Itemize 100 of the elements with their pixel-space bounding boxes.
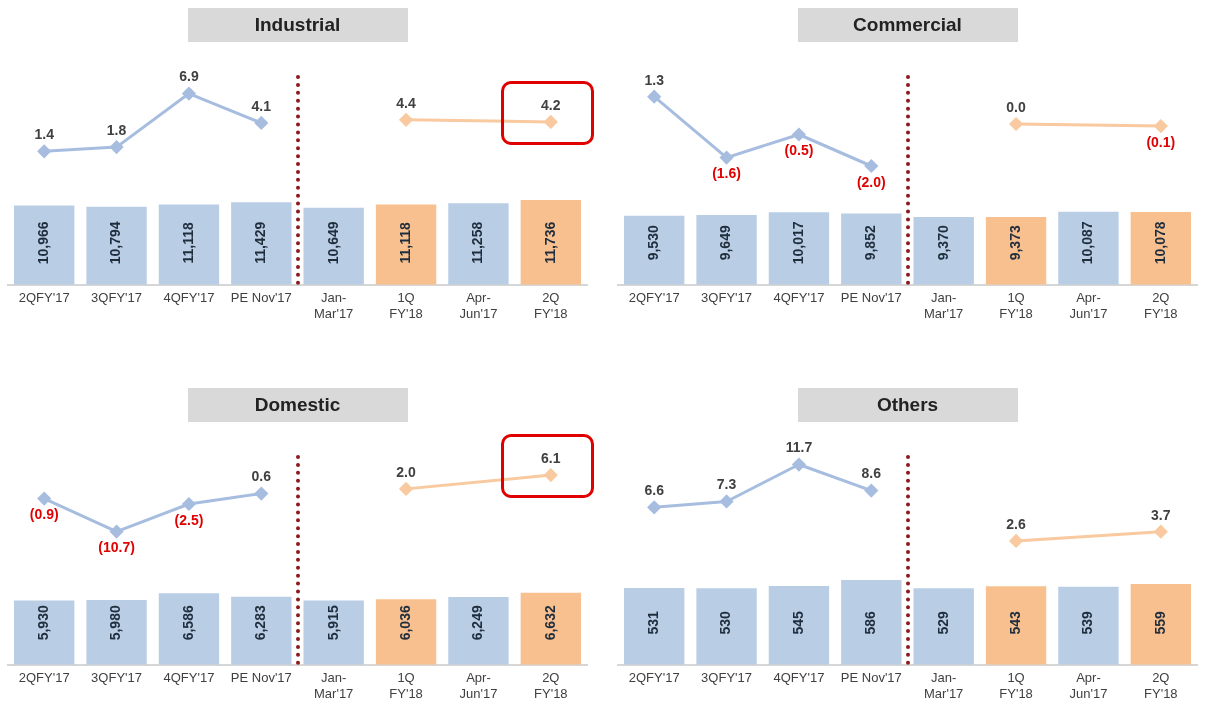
data-label: 10,966: [35, 221, 52, 265]
x-tick-label: Jan- Mar'17: [314, 670, 354, 701]
point: [37, 492, 51, 506]
point: [399, 113, 413, 127]
x-tick-label: 2QFY'17: [628, 290, 680, 306]
x-tick-label: 2Q FY'18: [1144, 290, 1178, 321]
point: [182, 87, 196, 101]
data-label: 6.9: [179, 68, 199, 85]
data-label: (10.7): [98, 539, 135, 556]
bar: [375, 599, 437, 665]
data-label: 9,370: [934, 225, 951, 261]
bar: [14, 205, 75, 285]
x-tick-label: PE Nov'17: [840, 290, 902, 306]
data-label: 1.3: [644, 71, 665, 88]
data-label: 1.8: [106, 121, 127, 138]
chart-title: Domestic: [187, 388, 408, 422]
x-tick-label: 4QFY'17: [163, 290, 215, 306]
bar: [375, 204, 437, 285]
data-label: 539: [1079, 610, 1096, 635]
data-label: 9,530: [645, 225, 662, 261]
x-tick-label: PE Nov'17: [230, 670, 292, 686]
data-label: 11,429: [252, 221, 269, 264]
bar: [14, 600, 75, 665]
bar: [985, 586, 1047, 665]
data-label: 10,794: [107, 221, 124, 265]
data-label: 7.3: [716, 476, 737, 493]
x-tick-label: PE Nov'17: [230, 290, 292, 306]
data-label: 9,373: [1006, 225, 1023, 261]
data-label: 2.6: [1006, 515, 1026, 532]
chart-title: Commercial: [797, 8, 1018, 42]
chart-title: Industrial: [187, 8, 408, 42]
data-label: 1.4: [34, 126, 55, 143]
bar: [448, 597, 509, 665]
point: [1009, 534, 1023, 548]
point: [647, 90, 661, 104]
x-tick-label: Jan- Mar'17: [924, 290, 964, 321]
data-label: 545: [789, 610, 806, 635]
bar: [231, 202, 292, 285]
data-label: 586: [862, 610, 879, 635]
x-tick-label: 2Q FY'18: [534, 670, 568, 701]
data-label: 10,649: [324, 221, 341, 265]
data-label: 4.1: [251, 97, 272, 114]
point: [37, 144, 51, 158]
point: [110, 140, 124, 154]
data-label: 5,980: [107, 605, 124, 641]
data-label: 10,087: [1079, 221, 1096, 265]
point: [720, 151, 734, 165]
data-label: 531: [645, 610, 662, 635]
bar: [1058, 586, 1119, 665]
x-tick-label: 1Q FY'18: [999, 670, 1033, 701]
data-label: (1.6): [712, 165, 741, 182]
x-tick-label: Apr- Jun'17: [459, 670, 498, 701]
data-label: (0.5): [784, 142, 814, 159]
data-label: 559: [1151, 610, 1168, 635]
data-label: 530: [717, 610, 734, 635]
data-label: 11,736: [541, 221, 558, 264]
bar: [768, 585, 830, 665]
x-tick-label: 2Q FY'18: [534, 290, 568, 321]
data-label: 11,258: [469, 221, 486, 264]
bar: [913, 588, 974, 665]
data-label: 6,036: [396, 605, 413, 641]
bar: [624, 587, 685, 665]
chart-title: Others: [797, 388, 1018, 422]
point: [544, 468, 558, 482]
bar: [696, 588, 757, 665]
data-label: 4.2: [541, 96, 561, 113]
point: [864, 159, 878, 173]
x-tick-label: Apr- Jun'17: [1069, 290, 1108, 321]
bar: [158, 593, 220, 665]
point: [254, 487, 268, 501]
bar: [520, 592, 581, 665]
x-tick-label: Apr- Jun'17: [459, 290, 498, 321]
data-label: 5,915: [324, 605, 341, 641]
data-label: (2.0): [856, 173, 886, 190]
data-label: 543: [1006, 610, 1023, 635]
data-label: 6,283: [252, 605, 269, 641]
x-tick-label: 4QFY'17: [773, 290, 825, 306]
x-tick-label: 3QFY'17: [701, 290, 753, 306]
data-label: 10,017: [789, 221, 806, 265]
x-tick-label: 2QFY'17: [18, 290, 70, 306]
data-label: 6,586: [179, 605, 196, 641]
data-label: (0.9): [29, 506, 59, 523]
data-label: 10,078: [1151, 221, 1168, 265]
bar: [520, 199, 581, 285]
data-label: 2.0: [396, 463, 416, 480]
point: [792, 128, 806, 141]
x-tick-label: 3QFY'17: [701, 670, 753, 686]
bar: [86, 599, 147, 665]
point: [110, 525, 124, 539]
data-label: (0.1): [1146, 133, 1176, 150]
x-tick-label: 2QFY'17: [628, 670, 680, 686]
data-label: 5,930: [35, 605, 52, 641]
x-tick-label: 2Q FY'18: [1144, 670, 1178, 701]
x-tick-label: 1Q FY'18: [999, 290, 1033, 321]
point: [1154, 525, 1168, 539]
bar: [231, 596, 292, 665]
data-label: 3.7: [1151, 506, 1171, 523]
x-tick-label: 2QFY'17: [18, 670, 70, 686]
data-label: 6.6: [644, 482, 665, 499]
data-label: 9,852: [862, 225, 879, 261]
